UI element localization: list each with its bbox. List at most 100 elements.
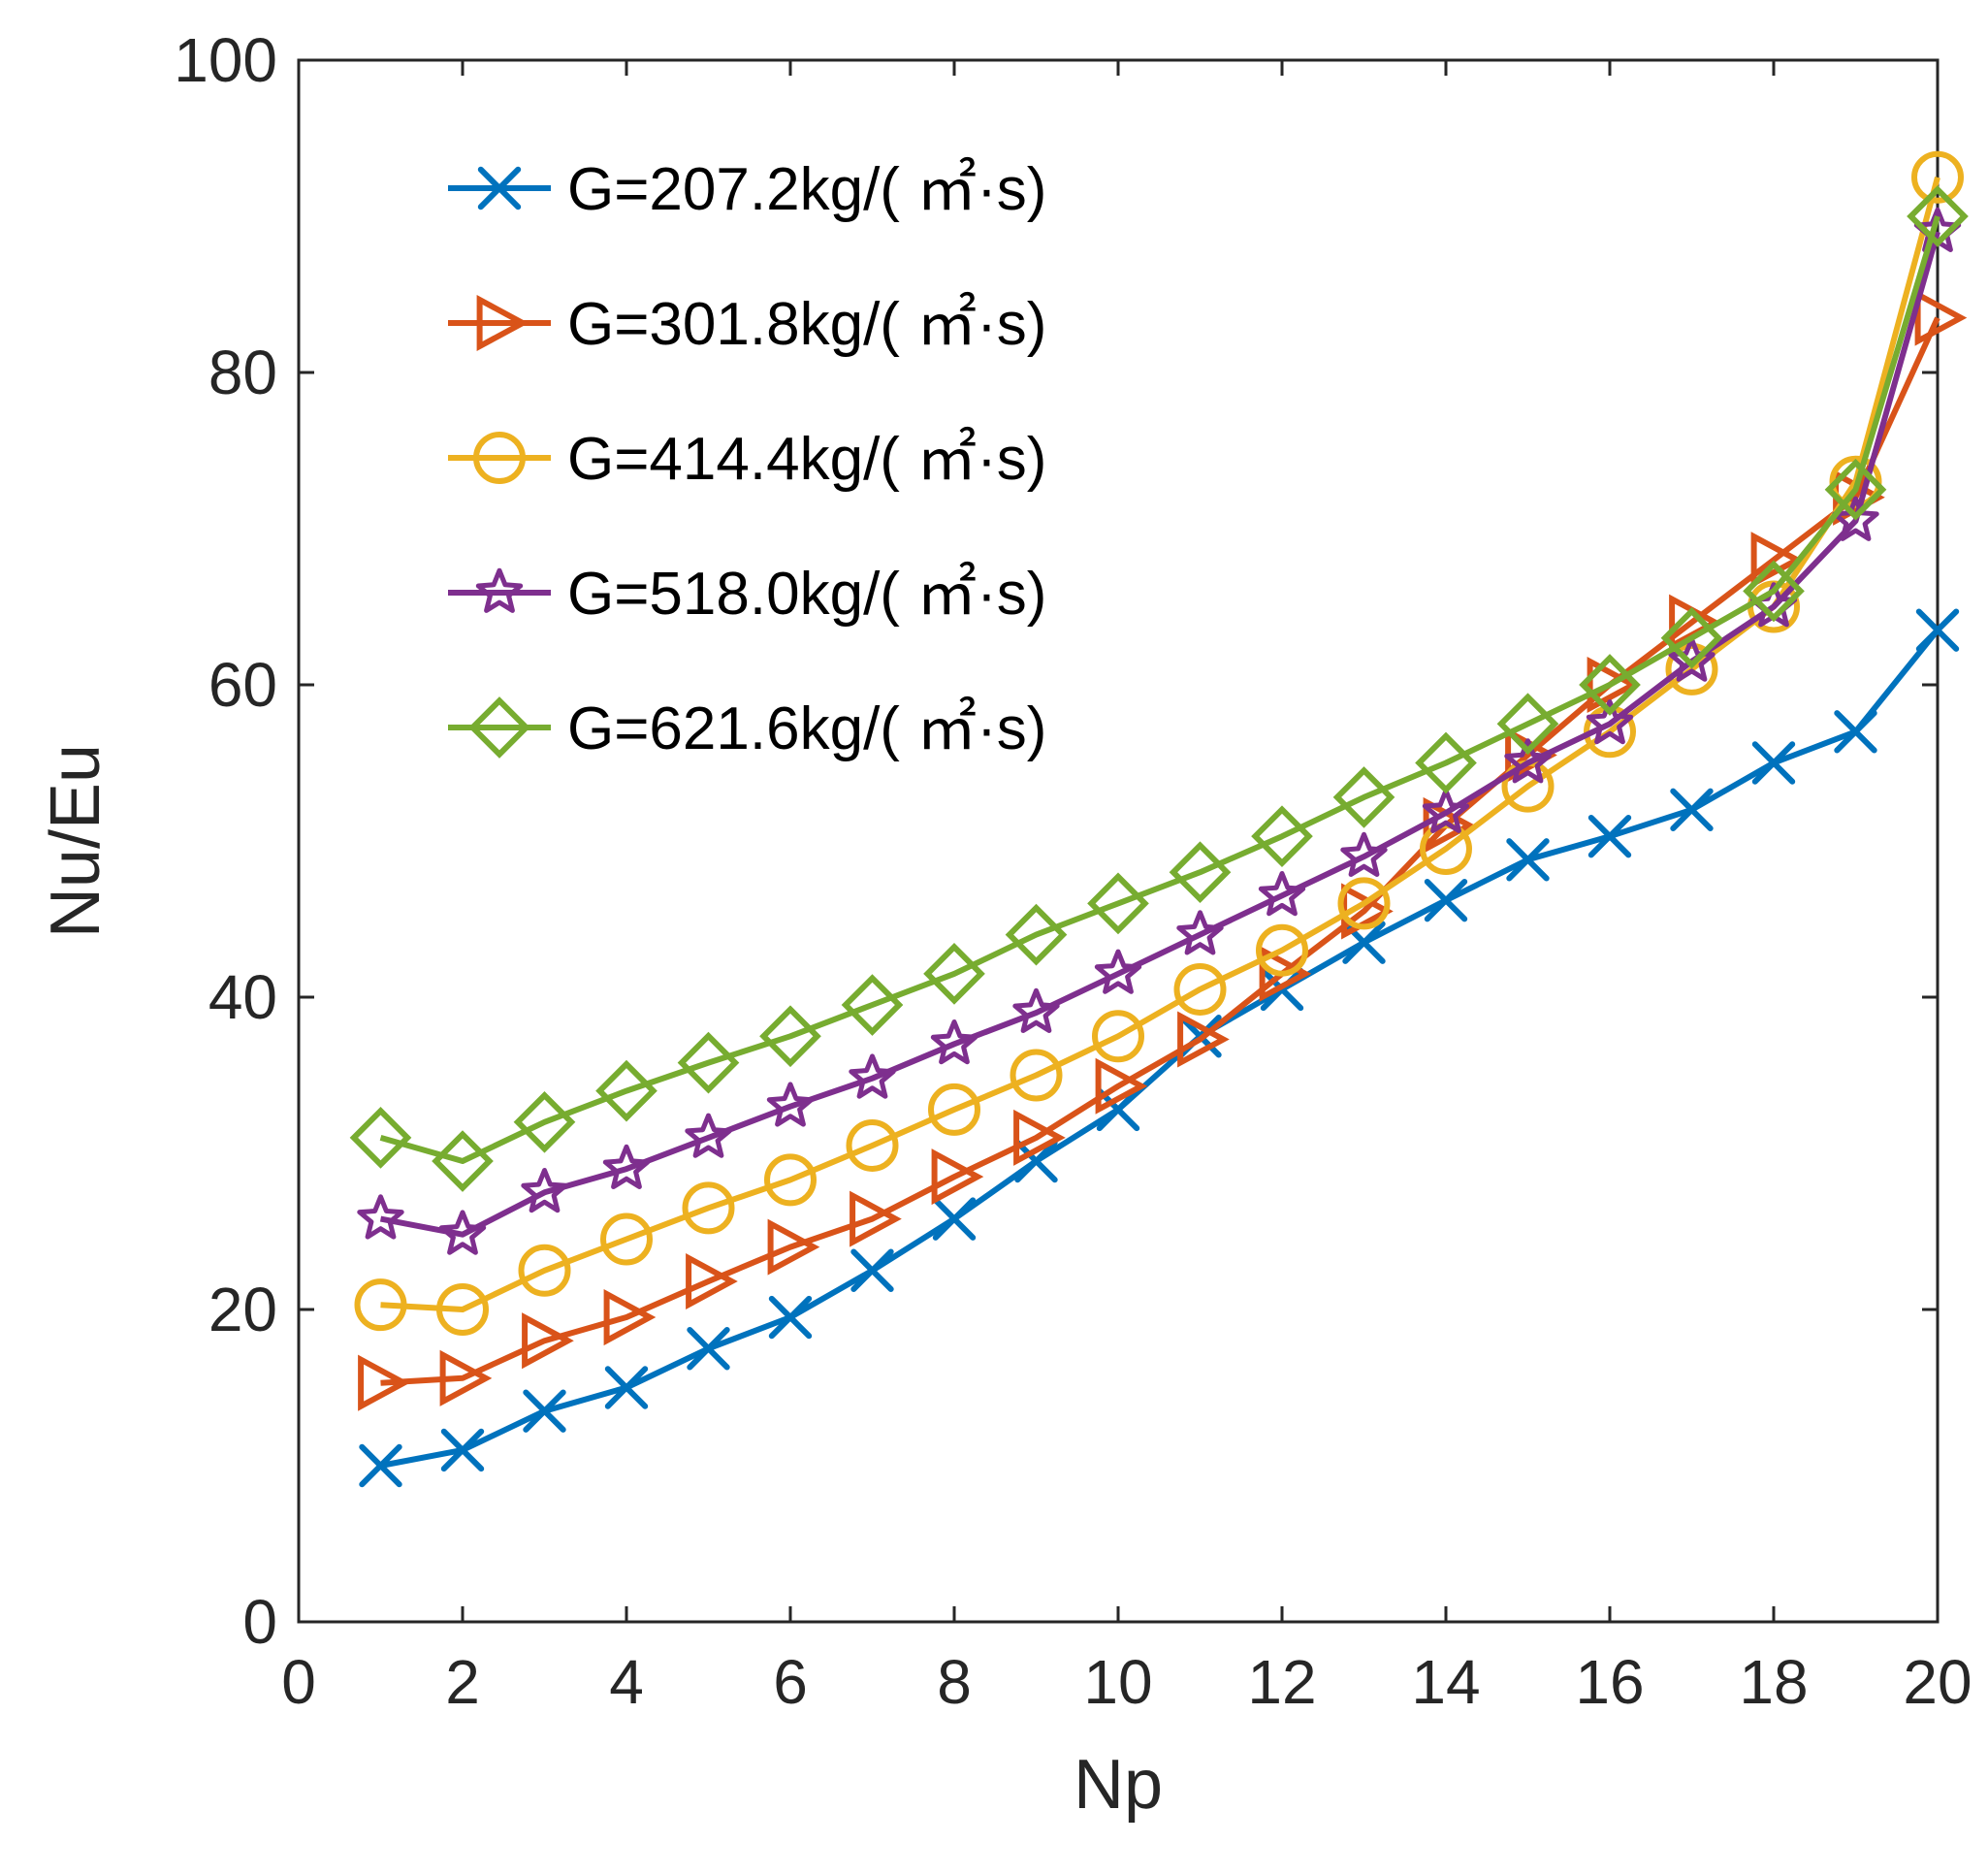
data-point [1422,788,1470,833]
y-tick-label: 0 [242,1587,277,1657]
data-point [1005,903,1068,966]
legend-entry-2: G=301.8kg/( ㎡·s) [448,291,1046,358]
data-point [759,1005,821,1068]
x-tick-label: 12 [1247,1647,1316,1717]
data-point [358,1354,410,1411]
data-point [1506,838,1550,882]
x-tick-label: 18 [1739,1647,1808,1717]
data-point [354,1278,407,1332]
series-line [379,215,1940,1164]
legend-marker [473,432,526,484]
legend-label: G=621.6kg/( ㎡·s) [567,695,1046,762]
data-point [850,1248,894,1292]
data-point [1586,699,1634,745]
data-point [685,1113,732,1158]
x-axis-label: Np [1074,1746,1163,1824]
data-point [1256,923,1308,977]
data-point [686,1252,738,1310]
data-point [682,1181,735,1235]
legend-label: G=518.0kg/( ㎡·s) [567,561,1046,628]
data-point [1010,1049,1063,1102]
data-point [600,1212,653,1266]
data-point [928,1083,980,1136]
data-point [1587,656,1640,714]
data-point [841,974,904,1036]
x-tick-label: 14 [1411,1647,1480,1717]
legend-entry-1: G=207.2kg/( ㎡·s) [448,156,1046,223]
data-point [1834,710,1877,754]
data-point [359,1443,402,1488]
data-point [602,1144,651,1189]
data-point [1660,606,1723,669]
data-point [1504,738,1552,784]
data-point [1177,1011,1230,1068]
data-point [1169,841,1232,904]
x-tick-label: 16 [1575,1647,1644,1717]
data-point [1915,608,1960,652]
data-point [1496,693,1559,756]
data-point [436,1283,489,1336]
data-point [440,1428,485,1472]
data-point [1176,910,1224,955]
legend-entry-3: G=414.4kg/( ㎡·s) [448,426,1046,493]
data-point [1579,654,1641,716]
series-5 [349,185,1969,1192]
x-tick-label: 6 [773,1647,808,1717]
data-point [1092,1010,1144,1063]
data-point [1259,945,1312,1002]
data-point [1668,636,1715,682]
data-point [677,1031,740,1094]
y-axis-label: Nu/Eu [37,744,114,938]
y-tick-label: 80 [208,338,277,407]
data-point [1258,871,1306,917]
data-point [1751,741,1796,785]
x-tick-label: 2 [445,1647,480,1717]
data-point [923,943,985,1005]
data-point [932,1197,977,1241]
data-point [1013,1109,1066,1166]
data-point [349,1107,412,1169]
data-point [1337,877,1391,930]
legend: G=207.2kg/( ㎡·s) G=301.8kg/( ㎡·s) G=414.4k… [448,156,1046,762]
data-point [1743,560,1805,623]
data-point [1173,962,1227,1016]
data-point [357,1194,404,1240]
data-point [523,1389,566,1433]
series-1 [359,608,1960,1488]
x-tick-label: 20 [1903,1647,1972,1717]
data-point [850,1190,902,1247]
data-point [767,1218,820,1276]
y-tick-label: 20 [208,1275,277,1344]
legend-marker [468,696,530,759]
y-tick-label: 100 [174,25,277,95]
data-point [1012,987,1060,1033]
data-point [522,1312,574,1370]
data-point [1911,150,1964,204]
x-tick-label: 8 [937,1647,972,1717]
data-point [513,1090,576,1153]
x-tick-label: 10 [1083,1647,1152,1717]
data-point [1914,289,1968,346]
data-point [518,1244,571,1297]
legend-entry-4: G=518.0kg/( ㎡·s) [448,561,1046,628]
y-tick-label: 60 [208,650,277,720]
data-point [1424,878,1468,922]
series-layer [349,150,1969,1488]
data-point [1587,814,1632,858]
data-point [1095,1057,1148,1115]
axis-ticks: 0 2 4 6 8 10 12 14 16 18 20 0 20 40 60 80 100 [174,25,1972,1717]
data-point [1094,949,1142,994]
data-point [1907,185,1969,247]
legend-marker [477,166,522,210]
legend-entry-5: G=621.6kg/( ㎡·s) [448,695,1046,762]
data-point [1340,831,1388,877]
legend-label: G=301.8kg/( ㎡·s) [567,291,1046,358]
data-point [846,1118,899,1172]
data-point [930,1019,978,1065]
y-tick-label: 40 [208,962,277,1032]
data-point [931,1148,984,1206]
data-point [1332,766,1395,828]
data-point [1014,1139,1058,1183]
